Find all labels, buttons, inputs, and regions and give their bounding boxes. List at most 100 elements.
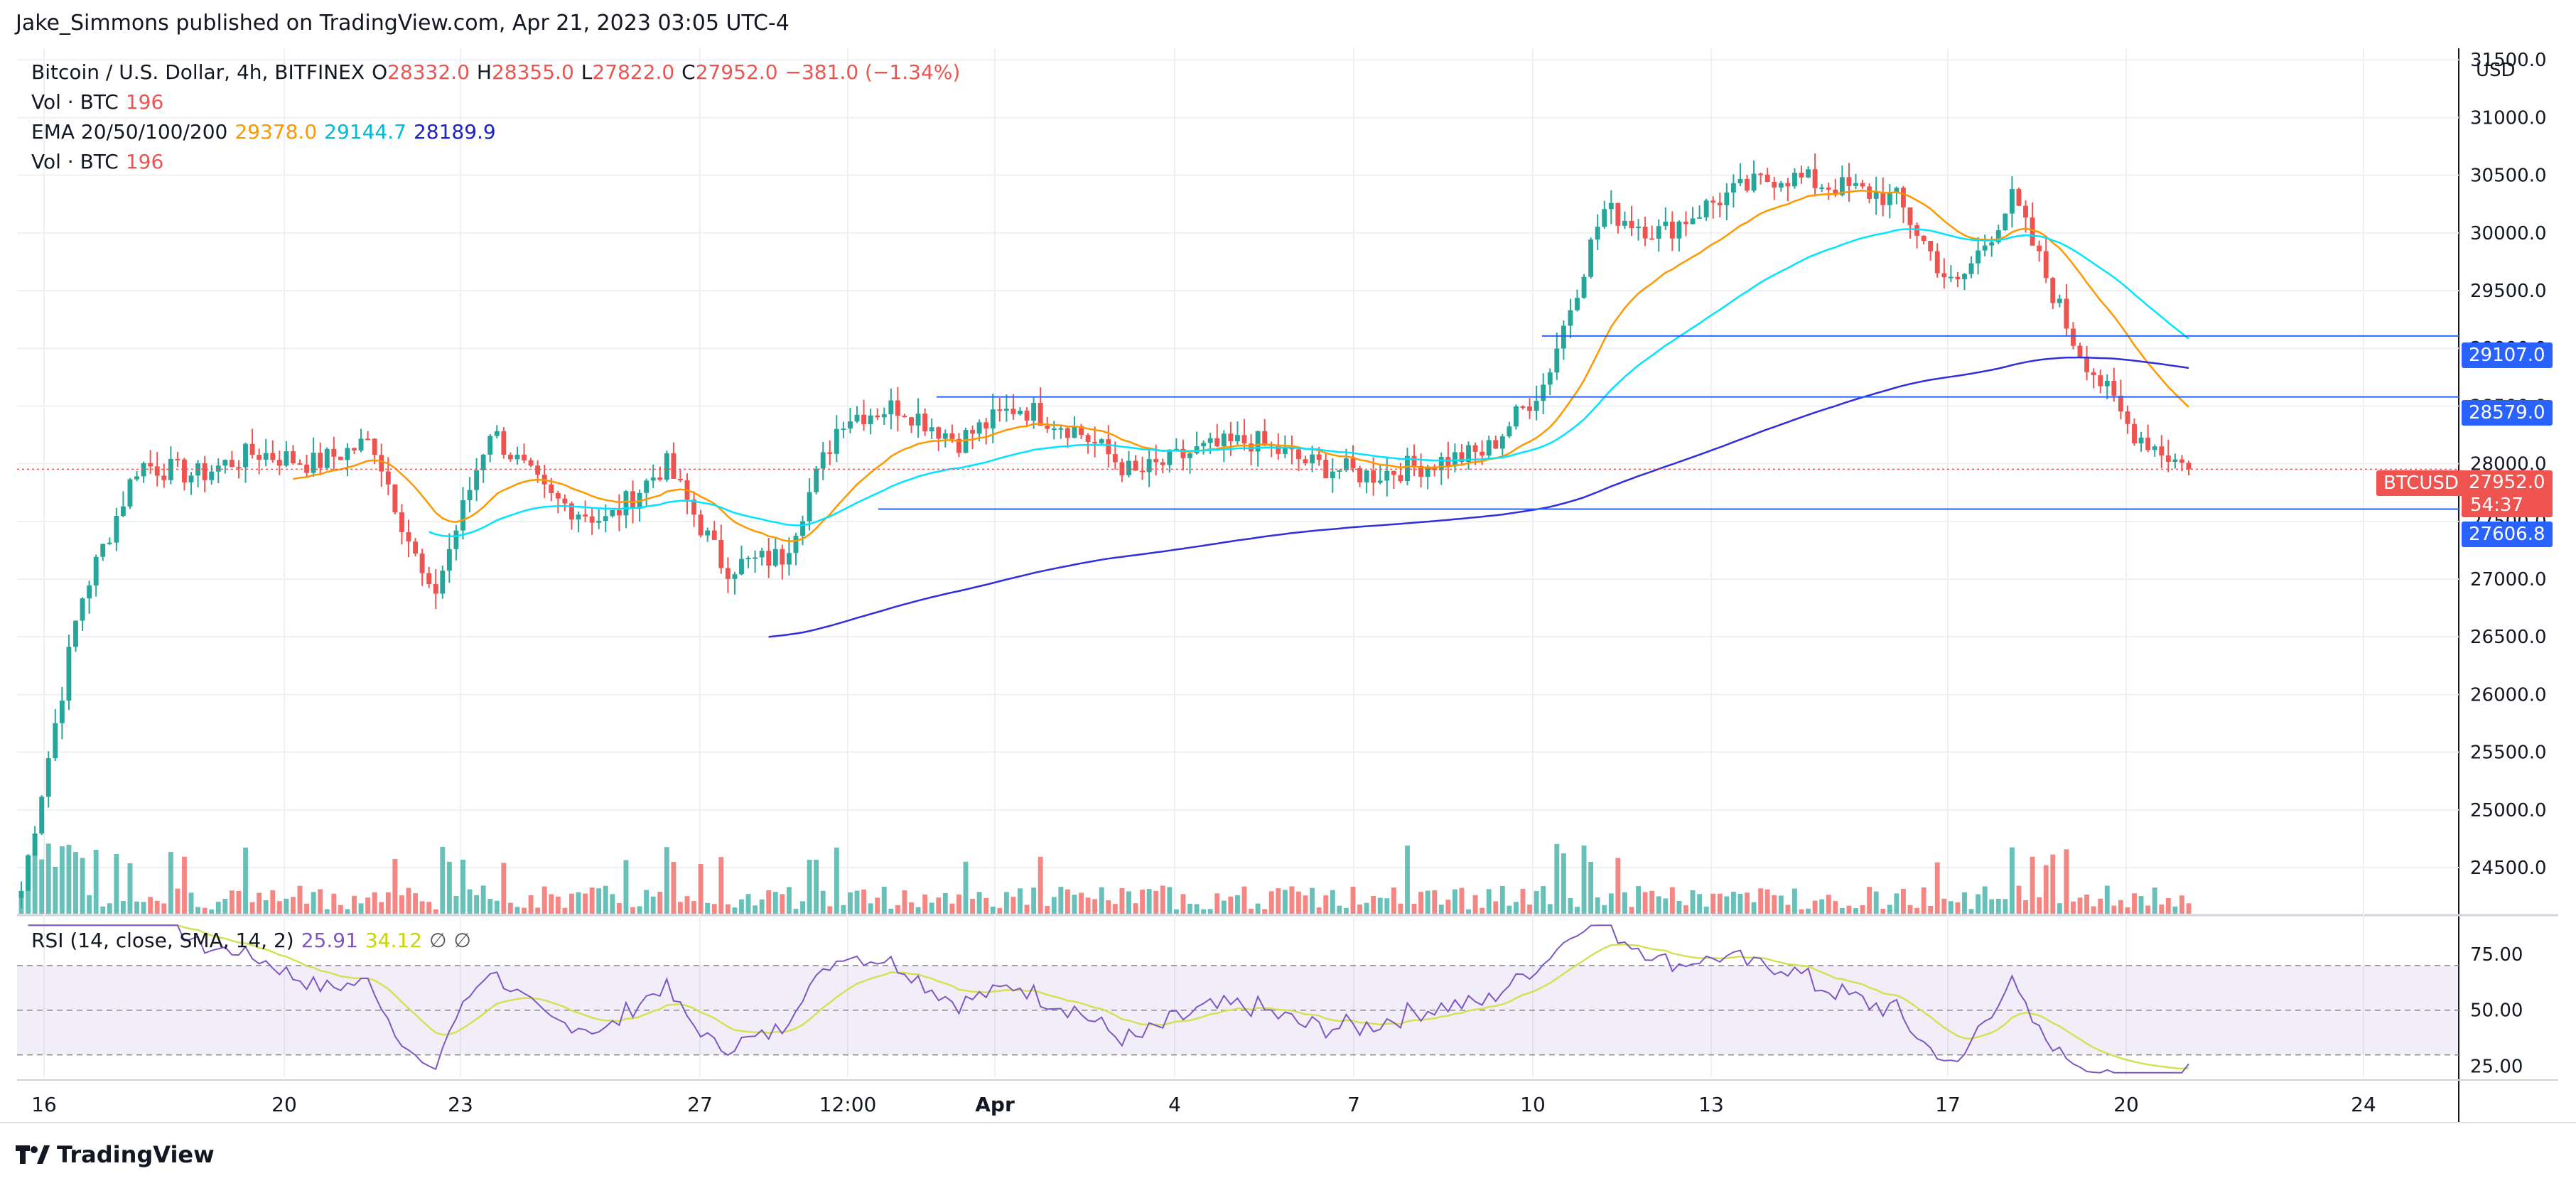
volume-bar <box>2009 847 2015 914</box>
volume-bar <box>1221 900 1227 914</box>
volume-bar <box>1792 888 1797 914</box>
volume-bar <box>1459 887 1465 914</box>
candle-body <box>175 458 180 460</box>
candle-body <box>1724 192 1730 205</box>
candle-body <box>650 477 656 481</box>
volume-bar <box>148 897 153 914</box>
candle-body <box>209 471 215 480</box>
volume-bar <box>1887 904 1892 914</box>
volume-bar <box>1588 862 1594 914</box>
candle-body <box>2003 213 2008 231</box>
candle-body <box>963 430 969 453</box>
candle-body <box>1180 448 1186 458</box>
candle-body <box>1011 409 1016 414</box>
rsi-legend: RSI (14, close, SMA, 14, 2) 25.91 34.12 ∅ ∅ <box>31 928 478 954</box>
candle-body <box>45 758 51 797</box>
volume-bar <box>1303 895 1308 914</box>
volume-bar <box>1133 903 1138 914</box>
volume-bar <box>1480 907 1485 914</box>
volume-bar <box>1099 887 1104 914</box>
candle-body <box>976 422 982 434</box>
publisher-line: Jake_Simmons published on TradingView.co… <box>16 11 789 36</box>
volume-bar <box>555 896 561 914</box>
volume-bar <box>780 894 785 914</box>
volume-bar <box>2043 865 2049 914</box>
volume-bar <box>1683 905 1688 914</box>
time-tick-label: 12:00 <box>819 1093 877 1116</box>
candle-body <box>929 427 934 431</box>
symbol-name: Bitcoin / U.S. Dollar, 4h, BITFINEX <box>31 60 365 84</box>
candle-body <box>848 421 853 429</box>
volume-bar <box>1255 903 1261 914</box>
time-tick-label: 16 <box>31 1093 57 1116</box>
volume-bar <box>1758 888 1764 914</box>
candle-body <box>1745 178 1750 191</box>
tradingview-brand[interactable]: TradingView <box>16 1141 215 1168</box>
candle-body <box>460 500 465 531</box>
candle-body <box>1255 431 1261 452</box>
candle-body <box>1561 325 1566 349</box>
candle-body <box>1316 454 1322 460</box>
candle-body <box>1024 411 1030 421</box>
candle-body <box>2043 251 2049 279</box>
price-tick-label: 25000.0 <box>2470 800 2547 821</box>
volume-bar <box>1778 895 1784 914</box>
candle-body <box>1676 221 1682 239</box>
volume-bar <box>1452 889 1457 914</box>
candle-body <box>311 453 316 473</box>
time-tick-label: 23 <box>448 1093 473 1116</box>
candle-body <box>1391 470 1396 475</box>
volume-bar <box>1126 891 1131 914</box>
candle-body <box>1085 435 1091 442</box>
l-value: 27822.0 <box>592 60 675 84</box>
volume-bar <box>1595 897 1600 914</box>
rsi-tick-label: 75.00 <box>2470 944 2523 966</box>
candle-body <box>1221 433 1227 447</box>
volume-bar <box>1119 888 1125 914</box>
candle-body <box>39 796 45 834</box>
volume-bar <box>1337 905 1342 914</box>
candle-body <box>1167 449 1173 465</box>
candle-body <box>1235 435 1240 442</box>
candle-body <box>956 438 961 453</box>
candle-body <box>1282 447 1288 454</box>
volume-bar <box>1289 886 1295 914</box>
volume-bar <box>936 897 942 914</box>
volume-bar <box>644 890 650 914</box>
volume-bar <box>2098 898 2103 914</box>
volume-bar <box>1493 901 1499 914</box>
volume-bar <box>1948 901 1953 914</box>
candle-body <box>2098 375 2103 387</box>
time-tick-label: 13 <box>1698 1093 1724 1116</box>
volume-bar <box>834 847 839 914</box>
volume-bar <box>1690 890 1696 914</box>
candle-body <box>759 551 765 558</box>
candle-body <box>1520 406 1526 408</box>
candle-body <box>284 451 289 466</box>
volume-bar <box>182 856 187 914</box>
candle-body <box>426 573 432 584</box>
candle-body <box>1092 441 1098 443</box>
volume-bar <box>1867 887 1872 914</box>
ema50-value: 29144.7 <box>324 120 406 144</box>
candle-body <box>664 453 669 480</box>
volume-bar <box>684 896 690 914</box>
volume-bar <box>1710 893 1716 914</box>
hide-icon[interactable]: ∅ <box>453 929 471 952</box>
hide-icon[interactable]: ∅ <box>429 929 447 952</box>
candle-body <box>257 455 262 460</box>
volume-bar <box>352 895 357 914</box>
candle-body <box>698 514 704 536</box>
volume-bar <box>909 902 914 914</box>
candle-body <box>1472 445 1478 452</box>
candle-body <box>1384 470 1390 481</box>
candle-body <box>1819 187 1825 189</box>
volume-bar <box>2057 903 2062 914</box>
volume-bar <box>453 896 459 914</box>
price-tick-label: 26500.0 <box>2470 627 2547 648</box>
volume-bar <box>1785 904 1791 914</box>
volume-bar <box>677 902 683 914</box>
volume-bar <box>861 890 867 914</box>
time-tick-label: 20 <box>271 1093 297 1116</box>
